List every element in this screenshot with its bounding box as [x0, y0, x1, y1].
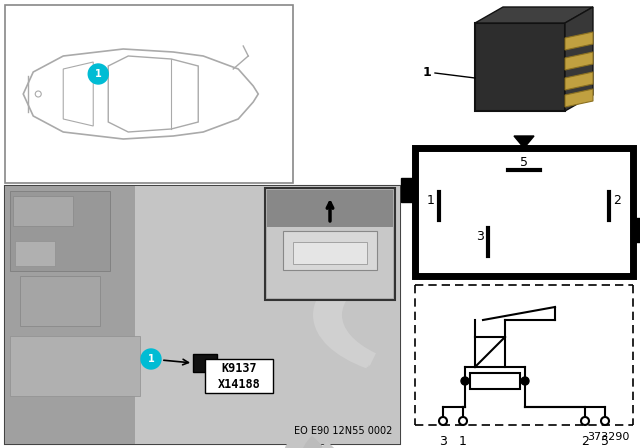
Circle shape [439, 417, 447, 425]
Text: 1: 1 [148, 354, 154, 364]
Bar [267, 227, 393, 298]
Bar [265, 188, 395, 300]
Polygon shape [565, 7, 593, 111]
Polygon shape [565, 89, 593, 107]
Text: X14188: X14188 [218, 378, 260, 391]
Bar [5, 186, 143, 444]
Polygon shape [565, 32, 593, 50]
Text: 5: 5 [601, 435, 609, 448]
Bar [415, 148, 633, 276]
Bar [20, 276, 100, 326]
Text: 2: 2 [613, 194, 621, 207]
Text: 1: 1 [95, 69, 102, 79]
Text: 5: 5 [520, 155, 528, 168]
Bar [633, 218, 640, 242]
Text: 2: 2 [581, 435, 589, 448]
Polygon shape [514, 136, 534, 148]
Text: 1: 1 [459, 435, 467, 448]
Circle shape [581, 417, 589, 425]
Circle shape [459, 417, 467, 425]
Polygon shape [475, 7, 593, 23]
Bar [475, 23, 565, 111]
Circle shape [521, 377, 529, 385]
Bar [193, 354, 217, 372]
Bar [5, 5, 293, 183]
Text: 3: 3 [439, 435, 447, 448]
Circle shape [141, 349, 161, 369]
Text: EO E90 12N55 0002: EO E90 12N55 0002 [294, 426, 392, 436]
Bar [475, 337, 505, 367]
Text: 1: 1 [427, 194, 435, 207]
Circle shape [88, 64, 108, 84]
Bar [401, 178, 415, 202]
Text: K9137: K9137 [221, 362, 257, 375]
Bar [267, 190, 393, 229]
Bar [415, 285, 633, 425]
Bar [135, 186, 400, 444]
Text: 1: 1 [422, 66, 431, 79]
Circle shape [601, 417, 609, 425]
Polygon shape [565, 72, 593, 90]
Bar [10, 191, 110, 271]
Circle shape [461, 377, 469, 385]
Bar [13, 196, 73, 226]
Bar [15, 241, 55, 266]
Bar [10, 336, 140, 396]
Text: 3: 3 [476, 229, 484, 242]
Bar [293, 242, 367, 264]
Bar [205, 359, 273, 393]
Bar [283, 231, 377, 270]
Bar [470, 373, 520, 389]
Text: 373290: 373290 [588, 432, 630, 442]
Bar [5, 186, 400, 444]
Polygon shape [565, 52, 593, 70]
